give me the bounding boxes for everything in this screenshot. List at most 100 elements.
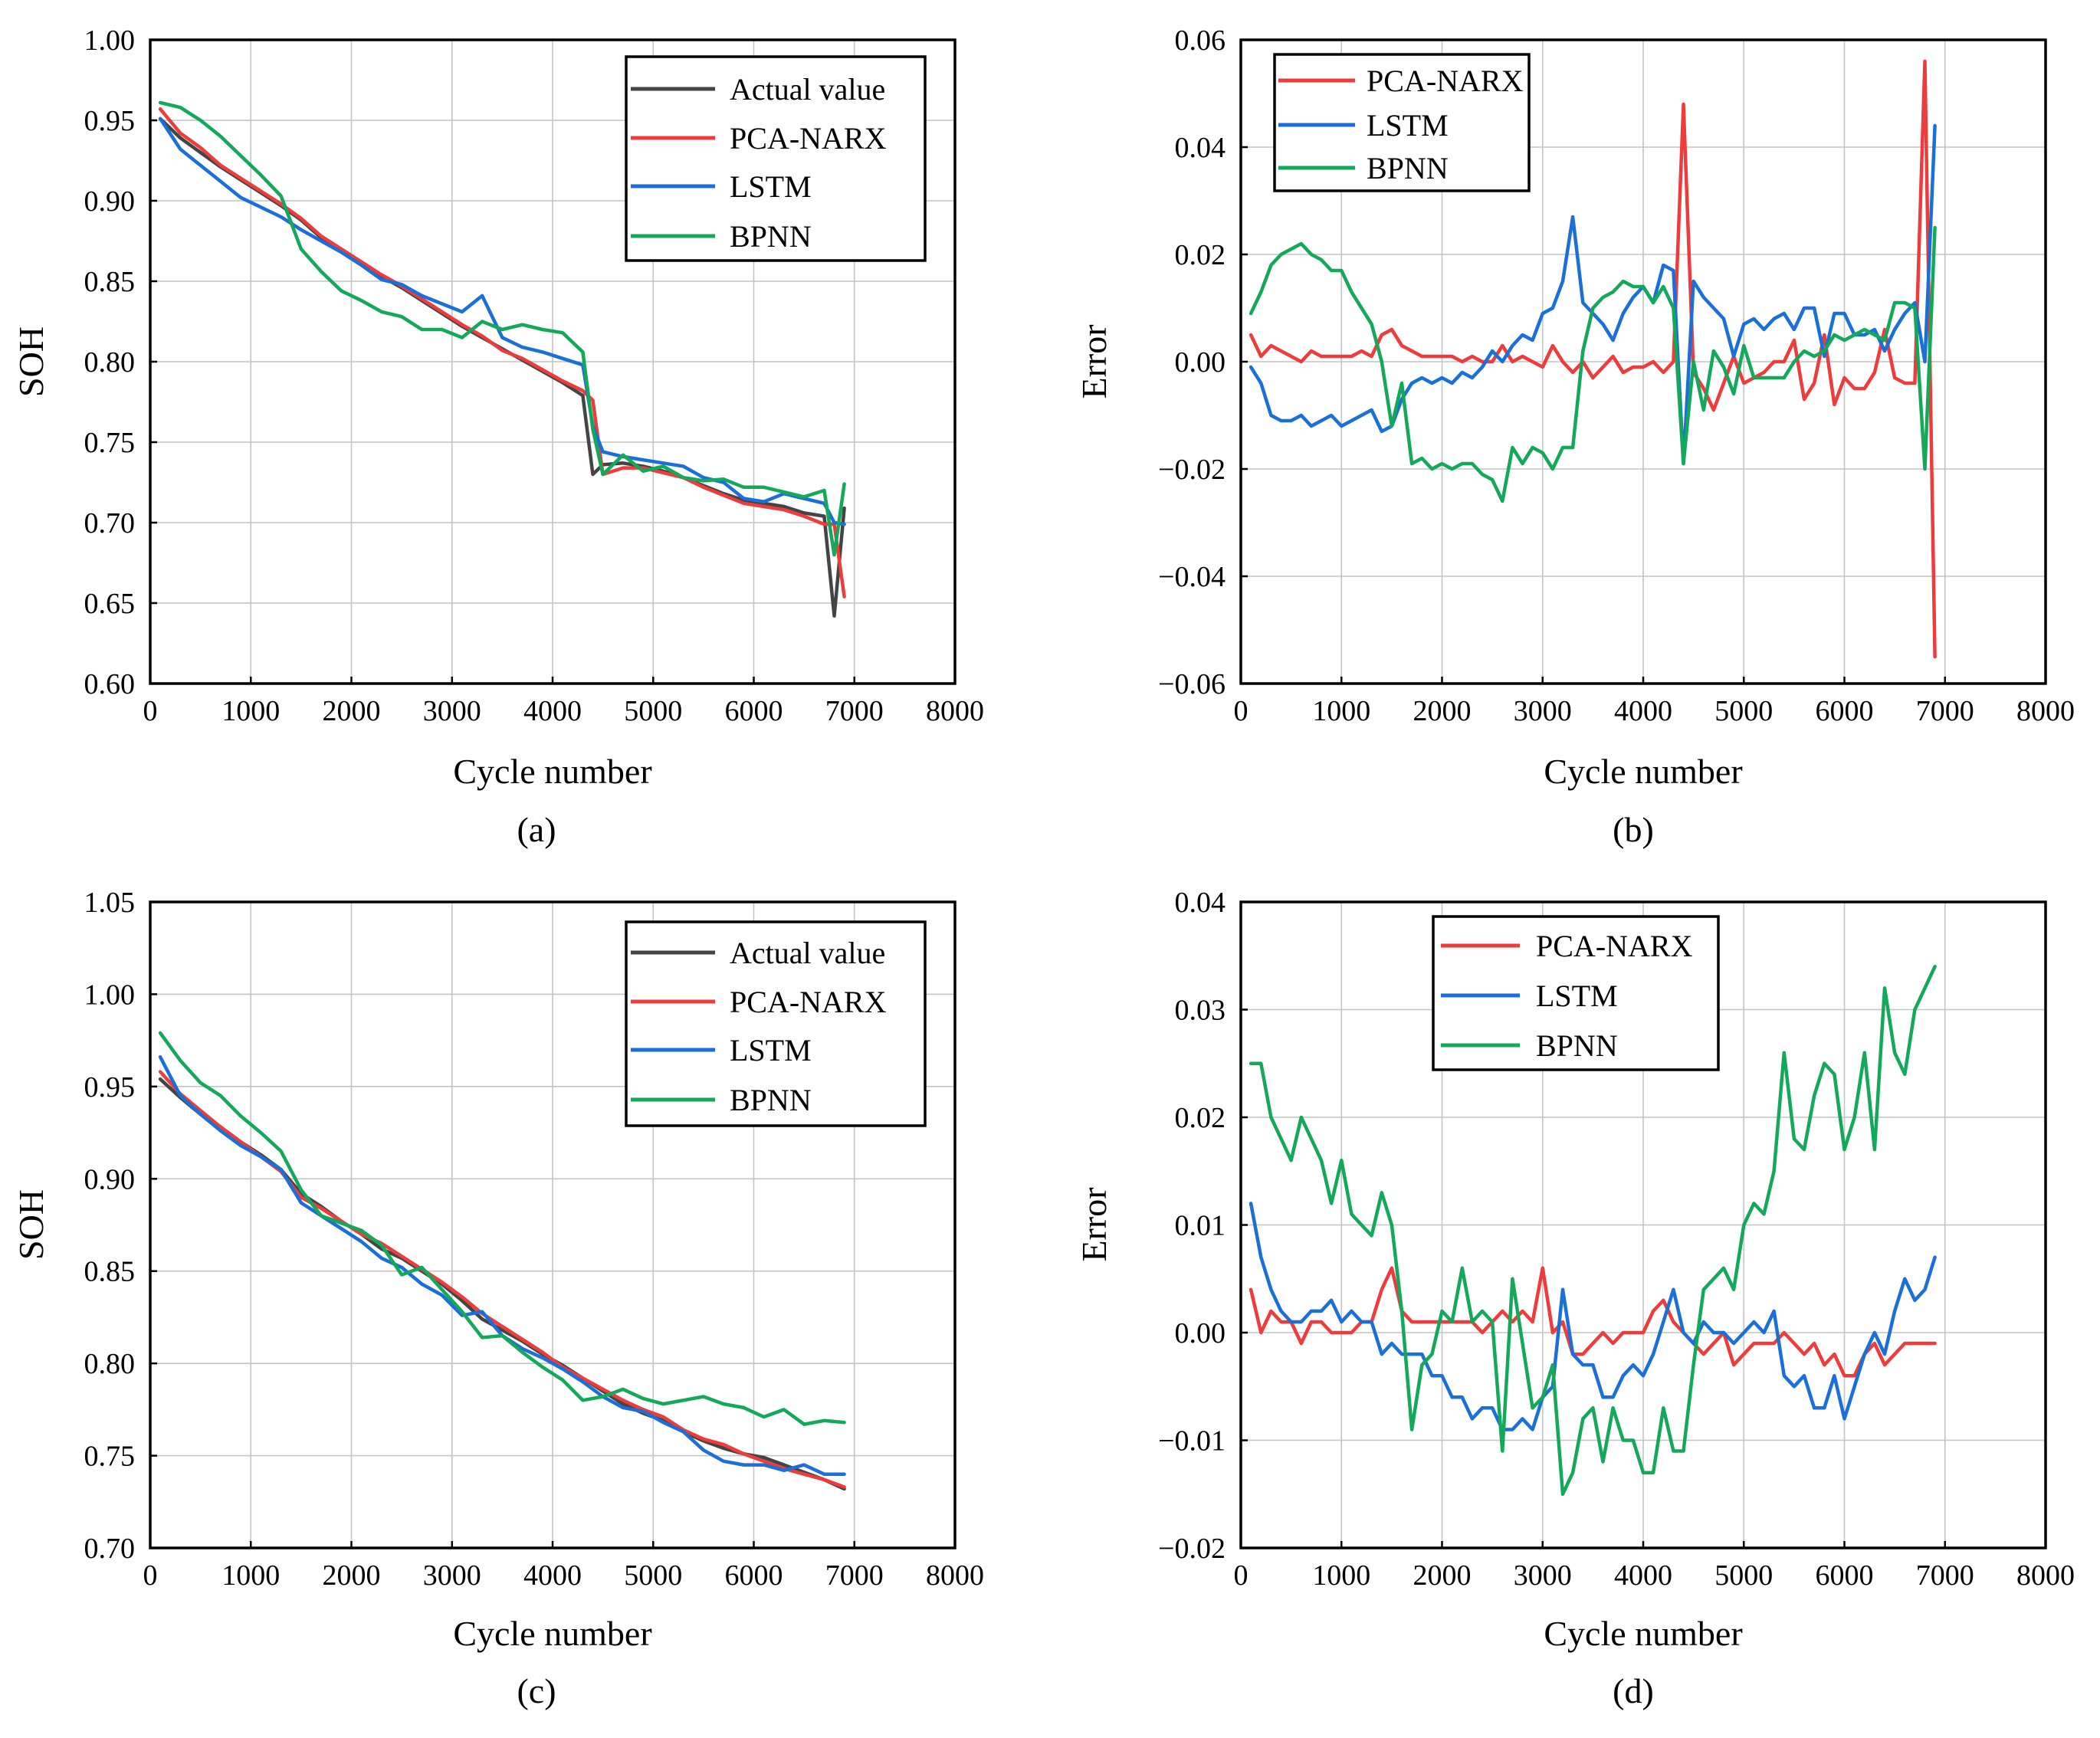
series-line-actual bbox=[158, 1077, 846, 1491]
x-tick-label: 2000 bbox=[1413, 695, 1472, 727]
x-tick-label: 1000 bbox=[221, 1559, 280, 1592]
x-tick-label: 2000 bbox=[323, 1559, 381, 1592]
x-axis-label: Cycle number bbox=[1544, 752, 1742, 791]
x-tick-label: 5000 bbox=[1714, 695, 1773, 727]
legend-box bbox=[625, 920, 927, 1127]
y-tick-label: 0.75 bbox=[84, 427, 136, 459]
legend-label-lstm: LSTM bbox=[730, 169, 812, 204]
y-tick-label: 0.04 bbox=[1175, 132, 1226, 164]
x-tick-label: 6000 bbox=[1816, 1559, 1874, 1592]
x-tick-label: 8000 bbox=[926, 1559, 984, 1592]
y-axis-label: SOH bbox=[11, 326, 51, 397]
y-tick-label: 0.02 bbox=[1175, 1102, 1226, 1134]
chart-panel-a: 0 1000 2000 3000 4000 5000 6000 7000 8000 0.60 0.6… bbox=[11, 25, 984, 849]
legend-label-bpnn: BPNN bbox=[730, 219, 812, 254]
y-tick-label: 0.95 bbox=[84, 105, 136, 137]
legend-label-pca_narx: PCA-NARX bbox=[1536, 929, 1693, 963]
y-tick-label: −0.02 bbox=[1158, 454, 1226, 486]
y-tick-label: 0.04 bbox=[1175, 887, 1226, 919]
y-tick-label: 0.90 bbox=[84, 1163, 136, 1195]
y-tick-label: −0.01 bbox=[1158, 1425, 1226, 1458]
x-tick-label: 8000 bbox=[926, 695, 984, 727]
y-tick-label: 0.80 bbox=[84, 346, 136, 379]
series-group bbox=[1249, 965, 1937, 1497]
panel-caption: (b) bbox=[1613, 810, 1654, 849]
chart-panel-d: 0 1000 2000 3000 4000 5000 6000 7000 8000 −0.02 −0… bbox=[1075, 887, 2075, 1710]
series-line-lstm bbox=[158, 116, 846, 526]
y-tick-label: 0.01 bbox=[1175, 1210, 1226, 1242]
x-tick-label: 3000 bbox=[423, 695, 481, 727]
chart-panel-b: 0 1000 2000 3000 4000 5000 6000 7000 8000 −0.06 −0… bbox=[1075, 25, 2075, 849]
x-tick-label: 3000 bbox=[1514, 1559, 1572, 1592]
x-tick-label: 2000 bbox=[323, 695, 381, 727]
x-tick-label: 4000 bbox=[1614, 695, 1672, 727]
x-tick-label: 7000 bbox=[825, 695, 884, 727]
x-tick-label: 6000 bbox=[1816, 695, 1874, 727]
y-tick-label: 0.85 bbox=[84, 1256, 136, 1288]
y-axis-label: SOH bbox=[11, 1189, 51, 1260]
legend-label-actual: Actual value bbox=[730, 936, 885, 970]
x-tick-label: 1000 bbox=[1312, 1559, 1370, 1592]
x-tick-label: 0 bbox=[1234, 695, 1249, 727]
y-tick-label: 0.06 bbox=[1175, 25, 1226, 57]
series-group bbox=[158, 1031, 846, 1491]
x-axis-label: Cycle number bbox=[453, 1614, 651, 1653]
series-group bbox=[158, 100, 846, 618]
y-tick-label: 0.65 bbox=[84, 588, 136, 620]
series-group bbox=[1249, 59, 1937, 659]
y-tick-label: 0.75 bbox=[84, 1441, 136, 1473]
legend-label-actual: Actual value bbox=[730, 72, 885, 107]
legend-label-pca_narx: PCA-NARX bbox=[730, 985, 887, 1019]
x-axis-label: Cycle number bbox=[1544, 1614, 1742, 1653]
legend: Actual value PCA-NARX LSTM BPNN bbox=[625, 55, 927, 262]
x-tick-label: 4000 bbox=[523, 1559, 582, 1592]
x-axis-label: Cycle number bbox=[453, 752, 651, 791]
legend-label-lstm: LSTM bbox=[1536, 979, 1618, 1013]
x-tick-label: 3000 bbox=[423, 1559, 481, 1592]
series-line-bpnn bbox=[1249, 965, 1937, 1497]
y-tick-label: 0.85 bbox=[84, 266, 136, 298]
panel-caption: (c) bbox=[517, 1671, 556, 1710]
y-tick-label: −0.02 bbox=[1158, 1533, 1226, 1565]
series-line-bpnn bbox=[158, 100, 846, 557]
x-tick-label: 0 bbox=[143, 695, 158, 727]
y-tick-label: 0.95 bbox=[84, 1071, 136, 1103]
legend-label-bpnn: BPNN bbox=[1367, 151, 1449, 185]
x-tick-label: 8000 bbox=[2016, 1559, 2075, 1592]
chart-panel-c: 0 1000 2000 3000 4000 5000 6000 7000 8000 0.70 0.7… bbox=[11, 887, 984, 1710]
x-tick-label: 6000 bbox=[725, 1559, 783, 1592]
legend-label-pca_narx: PCA-NARX bbox=[1367, 64, 1524, 98]
x-tick-label: 6000 bbox=[725, 695, 783, 727]
x-tick-label: 1000 bbox=[221, 695, 280, 727]
y-tick-label: 1.05 bbox=[84, 887, 136, 919]
x-tick-label: 5000 bbox=[624, 1559, 682, 1592]
x-tick-label: 7000 bbox=[1916, 1559, 1974, 1592]
y-tick-label: 1.00 bbox=[84, 979, 136, 1011]
y-tick-label: 0.70 bbox=[84, 507, 136, 539]
y-tick-label: 0.70 bbox=[84, 1533, 136, 1565]
y-tick-label: 0.80 bbox=[84, 1348, 136, 1380]
x-tick-label: 7000 bbox=[825, 1559, 884, 1592]
y-tick-label: 1.00 bbox=[84, 25, 136, 57]
x-tick-label: 0 bbox=[143, 1559, 158, 1592]
y-tick-label: 0.02 bbox=[1175, 239, 1226, 271]
legend: PCA-NARX LSTM BPNN bbox=[1432, 915, 1720, 1071]
x-tick-label: 1000 bbox=[1312, 695, 1370, 727]
legend-label-pca_narx: PCA-NARX bbox=[730, 121, 887, 156]
y-tick-label: 0.00 bbox=[1175, 346, 1226, 379]
series-line-bpnn bbox=[1249, 225, 1937, 503]
legend-label-lstm: LSTM bbox=[730, 1033, 812, 1067]
y-axis-label: Error bbox=[1075, 324, 1114, 398]
y-tick-label: 0.00 bbox=[1175, 1317, 1226, 1349]
x-tick-label: 8000 bbox=[2016, 695, 2075, 727]
x-tick-label: 4000 bbox=[523, 695, 582, 727]
series-line-bpnn bbox=[158, 1031, 846, 1426]
x-tick-label: 2000 bbox=[1413, 1559, 1472, 1592]
series-line-lstm bbox=[1249, 1202, 1937, 1431]
y-tick-label: 0.03 bbox=[1175, 995, 1226, 1027]
series-line-pca_narx bbox=[1249, 1266, 1937, 1378]
legend-label-bpnn: BPNN bbox=[1536, 1028, 1618, 1063]
x-tick-label: 3000 bbox=[1514, 695, 1572, 727]
y-tick-label: 0.60 bbox=[84, 668, 136, 700]
